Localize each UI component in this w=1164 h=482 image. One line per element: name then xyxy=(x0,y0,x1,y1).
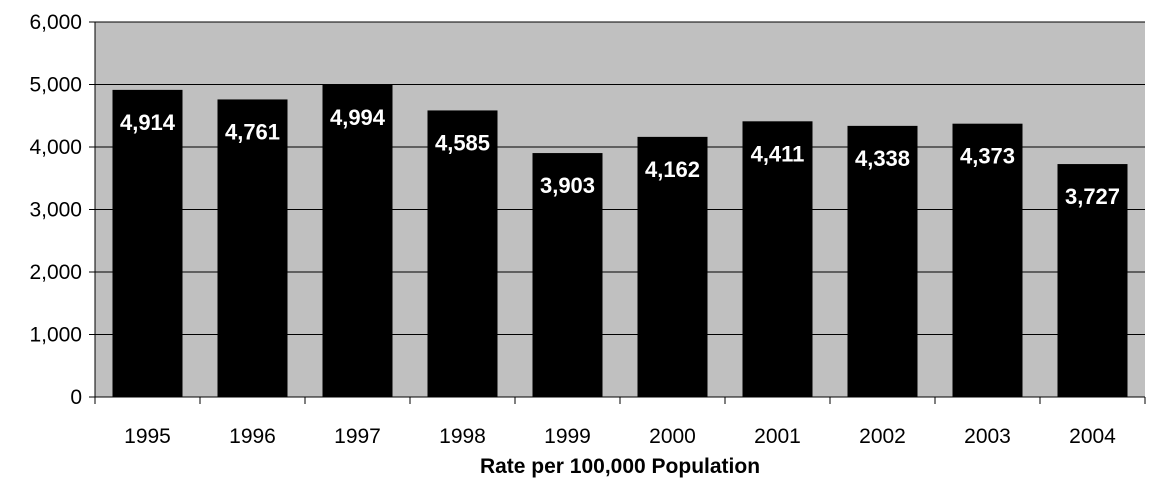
bar-1996 xyxy=(217,99,288,397)
x-tick-labels: 1995 1996 1997 1998 1999 2000 2001 2002 2003 2004 xyxy=(124,425,1116,448)
y-tick-label: 1,000 xyxy=(29,324,82,347)
x-tick-label-2003: 2003 xyxy=(964,425,1011,448)
data-label-2003: 4,373 xyxy=(960,144,1015,169)
y-tick-label: 4,000 xyxy=(29,136,82,159)
y-tick-labels: 0 1,000 2,000 3,000 4,000 5,000 6,000 xyxy=(29,11,82,409)
x-tick-label-1999: 1999 xyxy=(544,425,591,448)
data-label-2002: 4,338 xyxy=(855,146,910,171)
axes xyxy=(89,21,1146,404)
data-label-1996: 4,761 xyxy=(225,119,280,144)
data-label-2004: 3,727 xyxy=(1065,184,1120,209)
data-label-1995: 4,914 xyxy=(120,110,176,135)
y-tick-label: 3,000 xyxy=(29,199,82,222)
data-label-1997: 4,994 xyxy=(330,105,386,130)
bar-1998 xyxy=(427,110,498,397)
y-tick-label: 0 xyxy=(70,386,82,409)
bar-1999 xyxy=(532,153,603,397)
x-axis-title: Rate per 100,000 Population xyxy=(480,455,760,478)
bar-2003 xyxy=(952,123,1023,397)
x-tick-label-2001: 2001 xyxy=(754,425,801,448)
data-labels: 4,914 4,761 4,994 4,585 3,903 4,162 4,411 4,338… xyxy=(120,105,1120,209)
x-tick-label-2002: 2002 xyxy=(859,425,906,448)
bar-2004 xyxy=(1057,164,1128,397)
data-label-2000: 4,162 xyxy=(645,157,700,182)
data-label-2001: 4,411 xyxy=(751,141,805,166)
x-tick-label-1997: 1997 xyxy=(334,425,381,448)
data-label-1999: 3,903 xyxy=(540,173,595,198)
x-tick-label-1996: 1996 xyxy=(229,425,276,448)
y-tick-label: 2,000 xyxy=(29,261,82,284)
bar-2000 xyxy=(637,136,708,397)
x-tick-label-2004: 2004 xyxy=(1069,425,1116,448)
y-tick-label: 6,000 xyxy=(29,11,82,34)
x-tick-label-2000: 2000 xyxy=(649,425,696,448)
bar-1997 xyxy=(322,84,393,397)
x-tick-label-1998: 1998 xyxy=(439,425,486,448)
bar-2002 xyxy=(847,125,918,397)
bars-group xyxy=(112,84,1128,397)
x-tick-label-1995: 1995 xyxy=(124,425,171,448)
data-label-1998: 4,585 xyxy=(435,130,490,155)
bar-2001 xyxy=(742,121,813,397)
y-tick-label: 5,000 xyxy=(29,74,82,97)
bar-1995 xyxy=(112,89,183,397)
